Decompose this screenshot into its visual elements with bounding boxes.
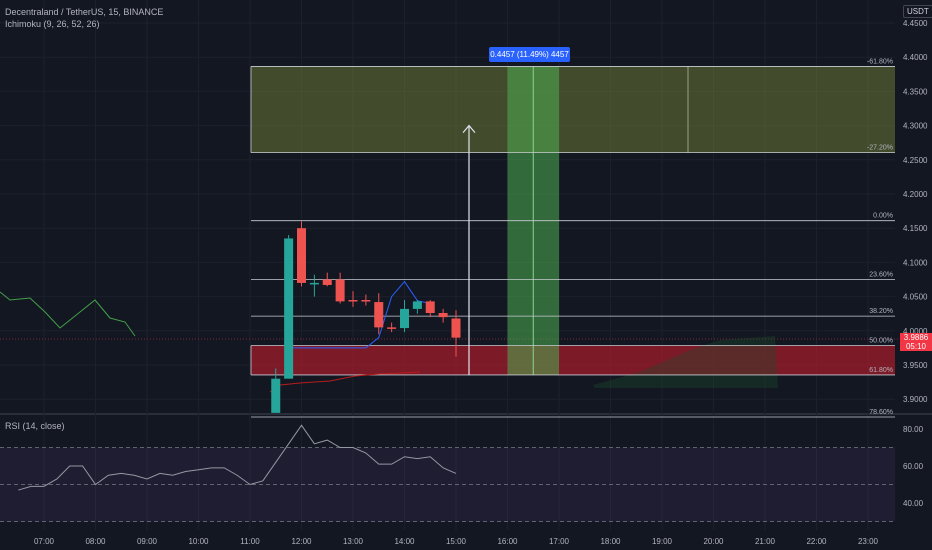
candle-body [400,308,409,329]
y-tick-label: 4.1000 [903,258,928,267]
candle-body [412,301,422,309]
candle-body [438,313,448,318]
x-tick-label: 12:00 [291,537,312,546]
candle-body [348,300,358,302]
measure-arrowhead [462,124,476,133]
y-tick-label: 4.4500 [903,19,928,28]
y-tick-label: 4.1500 [903,224,928,233]
symbol-legend[interactable]: Decentraland / TetherUS, 15, BINANCE [5,7,164,17]
candle-body [309,282,319,285]
x-tick-label: 13:00 [343,537,364,546]
y-tick-label: 4.0500 [903,293,928,302]
rsi-tick-label: 60.00 [903,462,924,471]
fib-label: 0.00% [873,213,893,220]
fibonacci-levels: -61.80% -27.20% 0.00% 23.60% 38.20% 50.00% 61.… [250,58,895,418]
y-tick-label: 4.3000 [903,122,928,131]
last-price-tag: 3.9886 05:10 [900,333,932,351]
drawing-zones [251,66,895,388]
fib-label: 61.80% [869,367,893,374]
last-price: 3.9886 [903,333,929,342]
x-tick-label: 15:00 [446,537,467,546]
ichimoku-legend[interactable]: Ichimoku (9, 26, 52, 26) [5,19,100,29]
x-tick-label: 14:00 [394,537,415,546]
rsi-line [18,424,457,491]
candle-body [374,302,384,328]
bar-countdown: 05:10 [905,342,927,351]
fib-label: -27.20% [867,145,893,152]
candle-body [297,228,306,283]
x-tick-label: 17:00 [549,537,570,546]
ichimoku-base-line [288,280,431,349]
rsi-legend[interactable]: RSI (14, close) [5,421,65,431]
y-tick-label: 4.4000 [903,53,928,62]
x-tick-label: 19:00 [652,537,673,546]
x-tick-label: 11:00 [240,537,260,546]
measure-label: 0.4457 (11.49%) 4457 [489,47,570,62]
x-tick-label: 10:00 [188,537,209,546]
y-tick-label: 4.2000 [903,190,928,199]
x-tick-label: 07:00 [34,537,55,546]
fib-label: 50.00% [869,338,893,345]
fib-label: -61.80% [867,58,893,65]
x-tick-label: 16:00 [497,537,518,546]
fib-target-zone [251,66,895,153]
y-tick-label: 3.9000 [903,395,928,404]
x-tick-label: 08:00 [85,537,106,546]
x-tick-label: 23:00 [858,537,879,546]
candle-body [271,378,281,413]
axes: 4.4500 4.4000 4.3500 4.3000 4.2500 4.2000 4.15… [34,19,928,546]
currency-badge[interactable]: USDT [903,5,932,18]
fib-label: 78.60% [869,409,893,416]
candle-body [322,279,332,285]
y-tick-label: 4.3500 [903,87,928,96]
x-tick-label: 21:00 [755,537,776,546]
rsi-tick-label: 80.00 [903,425,924,434]
y-tick-label: 3.9500 [903,361,928,370]
candle-body [335,279,345,302]
y-tick-label: 4.2500 [903,156,928,165]
y-tick-label: 4.0000 [903,327,928,336]
candle-body [387,327,397,329]
fib-label: 23.60% [869,272,893,279]
x-tick-label: 09:00 [137,537,158,546]
candle-body [361,300,371,302]
x-tick-label: 18:00 [600,537,621,546]
x-tick-label: 20:00 [703,537,724,546]
candle-body [451,318,461,338]
candles [271,221,461,413]
x-tick-label: 22:00 [806,537,827,546]
candle-body [425,301,435,314]
rsi-tick-label: 40.00 [903,499,924,508]
fib-label: 38.20% [869,308,893,315]
candle-body [284,238,294,379]
fib-stop-zone [251,345,895,375]
rsi-panel [0,424,895,522]
ichimoku-lagging-line [0,291,136,337]
